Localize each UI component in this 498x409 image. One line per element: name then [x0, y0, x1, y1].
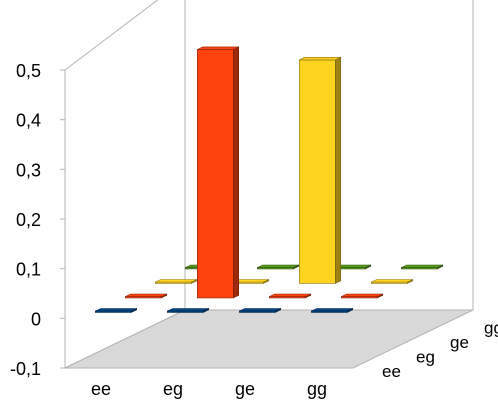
depth-tick-label: ee	[382, 362, 401, 381]
bar-side	[334, 56, 342, 284]
bar-top	[155, 279, 197, 283]
bar-top	[125, 293, 167, 297]
depth-tick-label: ge	[450, 333, 469, 352]
y-tick-label: 0,2	[16, 210, 41, 230]
bar	[298, 56, 342, 284]
bar	[167, 308, 209, 313]
bar-top	[257, 264, 299, 268]
bar-top	[371, 279, 413, 283]
y-tick-label: -0,1	[10, 359, 41, 379]
bar	[155, 279, 197, 284]
bar-front	[197, 49, 234, 299]
chart-walls	[60, 0, 474, 369]
bar	[370, 279, 414, 284]
y-tick-label: 0,3	[16, 160, 41, 180]
x-tick-label: eg	[163, 379, 183, 399]
bar-top	[167, 308, 209, 312]
bar	[197, 46, 239, 299]
chart-labels: -0,100,10,20,30,40,5eeeggeggeeeggegg	[10, 61, 498, 399]
bar	[268, 293, 312, 299]
bar-front	[298, 59, 336, 284]
bar-top	[401, 264, 443, 268]
bar-top	[341, 293, 383, 297]
depth-tick-label: gg	[484, 318, 498, 337]
bar-top	[299, 56, 341, 61]
bar	[400, 264, 444, 270]
chart-floor	[64, 309, 474, 369]
y-tick-label: 0,4	[16, 111, 41, 131]
depth-tick-label: eg	[416, 347, 435, 366]
x-tick-label: ge	[235, 379, 255, 399]
bar	[340, 293, 384, 299]
chart-bars	[95, 46, 444, 313]
bar	[310, 308, 354, 313]
bar-top	[269, 293, 311, 297]
y-tick-label: 0	[31, 309, 41, 329]
side-wall	[64, 0, 186, 369]
y-tick-label: 0,5	[16, 61, 41, 81]
bar-top	[197, 46, 239, 50]
bar	[239, 308, 282, 313]
x-tick-label: ee	[91, 379, 111, 399]
bar-top	[311, 308, 353, 312]
bar	[256, 264, 300, 270]
bar	[125, 293, 167, 299]
y-tick-label: 0,1	[16, 260, 41, 280]
bar	[95, 308, 137, 313]
x-tick-label: gg	[307, 379, 327, 399]
bar-top	[95, 308, 137, 312]
bar-top	[239, 308, 281, 312]
bar-side	[233, 46, 239, 299]
